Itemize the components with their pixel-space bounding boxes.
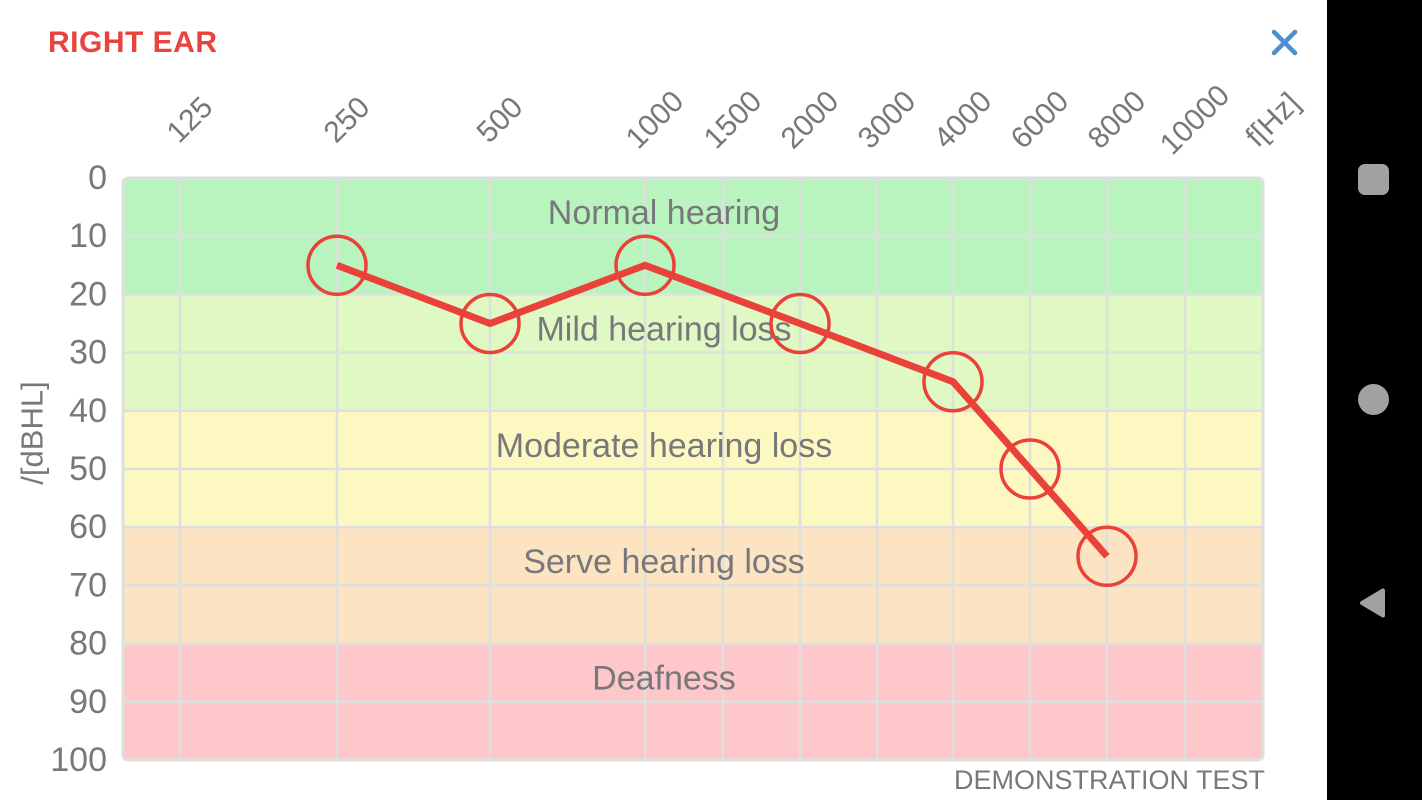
x-tick-label: 8000	[1082, 85, 1153, 156]
data-point-500hz	[459, 292, 521, 355]
y-tick-label: 10	[69, 217, 107, 255]
data-point-6000hz	[999, 438, 1061, 500]
y-tick-label: 60	[69, 508, 107, 546]
y-tick-label: 20	[69, 275, 107, 313]
audiogram-chart: Normal hearing Mild hearing loss Moderate …	[15, 79, 1307, 795]
demo-watermark: DEMONSTRATION TEST	[954, 765, 1265, 795]
back-button[interactable]	[1353, 583, 1393, 623]
y-tick-label: 50	[69, 450, 107, 488]
zone-label: Mild hearing loss	[536, 310, 791, 348]
gridlines	[123, 178, 1263, 760]
x-tick-label: 4000	[928, 85, 999, 156]
page-title: RIGHT EAR	[48, 26, 218, 59]
x-tick-label: 250	[318, 91, 377, 150]
back-triangle-icon	[1360, 588, 1385, 618]
x-tick-label: 125	[161, 91, 220, 150]
plot-border	[121, 176, 1265, 762]
zone-label: Serve hearing loss	[523, 543, 805, 581]
recents-button[interactable]	[1353, 159, 1393, 199]
y-tick-label: 70	[69, 566, 107, 604]
zone-label: Deafness	[592, 660, 736, 698]
x-tick-label: 3000	[852, 85, 923, 156]
y-tick-label: 40	[69, 392, 107, 430]
x-tick-label: 2000	[775, 85, 846, 156]
zone-label: Moderate hearing loss	[496, 427, 832, 465]
x-tick-label: 6000	[1005, 85, 1076, 156]
data-point-4000hz	[922, 350, 984, 413]
y-tick-label: 0	[88, 159, 107, 197]
recents-square-icon	[1357, 163, 1389, 195]
home-circle-icon	[1357, 383, 1389, 415]
data-point-2000hz	[769, 292, 831, 355]
close-icon[interactable]	[1268, 26, 1301, 59]
android-navbar	[1327, 0, 1422, 800]
threshold-line	[335, 261, 1110, 559]
y-tick-label: 80	[69, 625, 107, 663]
x-tick-label: 10000	[1154, 79, 1236, 161]
y-tick-label: 90	[69, 683, 107, 721]
data-point-250hz	[306, 234, 368, 297]
y-tick-label: 30	[69, 334, 107, 372]
x-tick-label: 500	[471, 91, 530, 150]
y-axis-label: /[dBHL]	[15, 381, 50, 484]
y-tick-label: 100	[50, 741, 107, 779]
x-tick-label: 1000	[620, 85, 691, 156]
data-point-8000hz	[1076, 525, 1138, 588]
data-point-1000hz	[614, 234, 676, 297]
x-tick-label: 1500	[698, 85, 769, 156]
x-axis-unit-label: f[Hz]	[1240, 87, 1307, 154]
home-button[interactable]	[1353, 379, 1393, 419]
zone-label: Normal hearing	[548, 194, 780, 232]
